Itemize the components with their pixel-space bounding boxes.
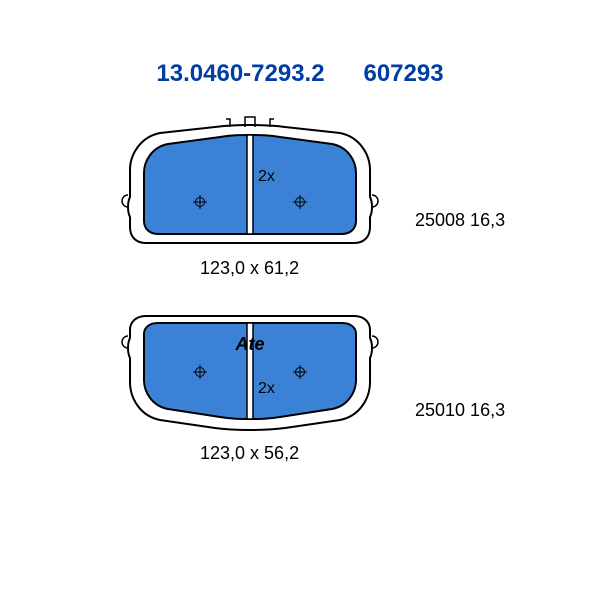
dim-label-bottom: 123,0 x 56,2 [200, 443, 299, 464]
brand-logo: Ate [234, 334, 264, 354]
qty-label-top: 2x [258, 168, 275, 186]
header: 13.0460-7293.2 607293 [0, 60, 600, 88]
hole-mark [293, 195, 307, 209]
hole-mark [193, 195, 207, 209]
brake-pad-bottom: Ate [120, 310, 380, 440]
dim-label-top: 123,0 x 61,2 [200, 258, 299, 279]
alt-number: 607293 [363, 60, 443, 87]
diagram-canvas: 13.0460-7293.2 607293 2x 123,0 x 61,2 25… [0, 0, 600, 600]
side-label-bottom: 25010 16,3 [415, 400, 505, 421]
side-label-top: 25008 16,3 [415, 210, 505, 231]
hole-mark [293, 365, 307, 379]
qty-label-bottom: 2x [258, 380, 275, 398]
part-number: 13.0460-7293.2 [156, 60, 324, 87]
hole-mark [193, 365, 207, 379]
brake-pad-top [120, 115, 380, 255]
